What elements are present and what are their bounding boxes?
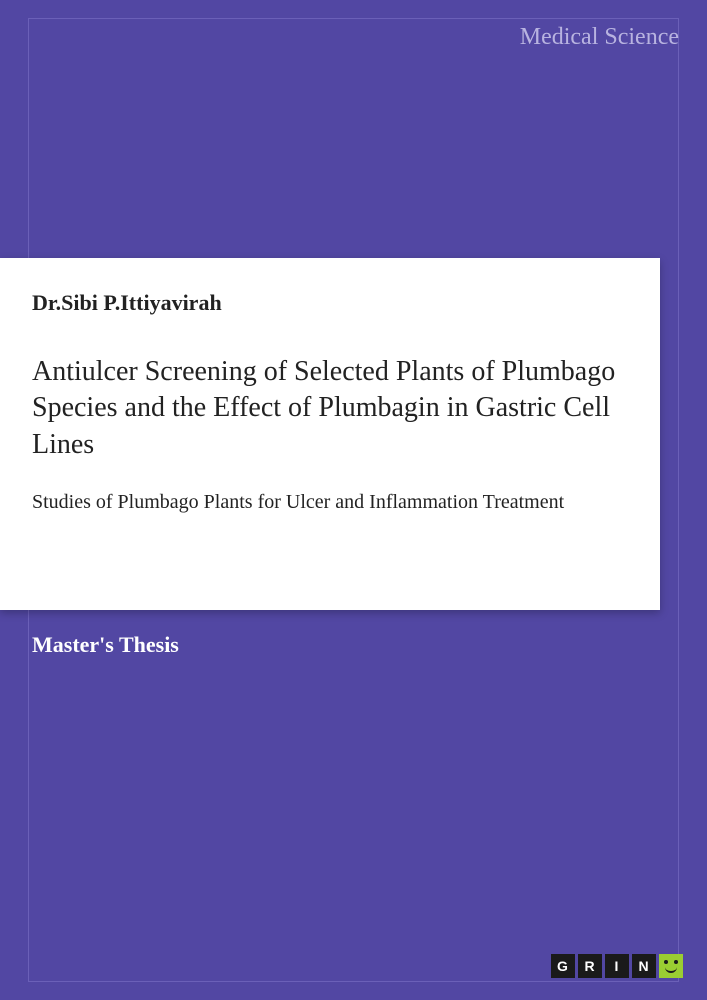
logo-letter-n: N: [632, 954, 656, 978]
title-panel: Dr.Sibi P.Ittiyavirah Antiulcer Screenin…: [0, 258, 660, 610]
category-label: Medical Science: [520, 24, 679, 51]
publisher-logo: G R I N: [551, 954, 683, 978]
thesis-subtitle: Studies of Plumbago Plants for Ulcer and…: [32, 489, 632, 516]
logo-smile-icon: [659, 954, 683, 978]
thesis-type-label: Master's Thesis: [32, 632, 179, 658]
logo-letter-g: G: [551, 954, 575, 978]
logo-letter-r: R: [578, 954, 602, 978]
thesis-title: Antiulcer Screening of Selected Plants o…: [32, 354, 632, 463]
logo-letter-i: I: [605, 954, 629, 978]
author-name: Dr.Sibi P.Ittiyavirah: [32, 290, 632, 316]
